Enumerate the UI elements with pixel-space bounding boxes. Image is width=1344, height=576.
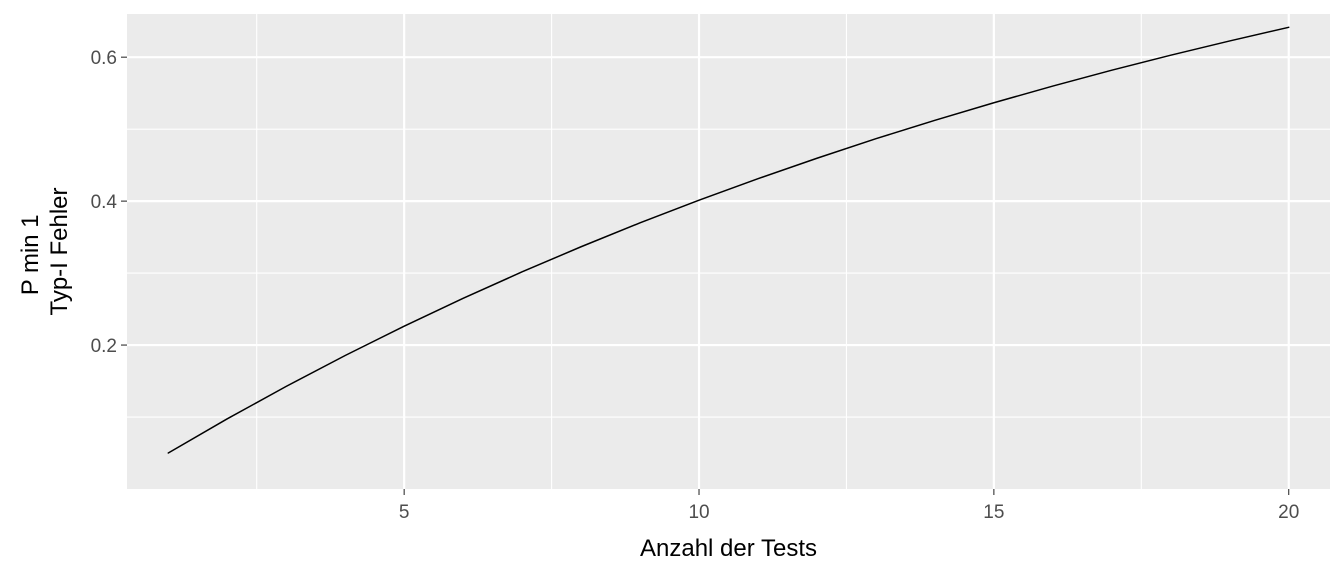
x-axis-title: Anzahl der Tests <box>640 535 817 562</box>
x-tick-label: 20 <box>1278 502 1299 523</box>
y-axis-title-line-1: P min 1 <box>17 214 44 295</box>
series-line <box>167 26 1290 454</box>
x-axis-ticks: 5 10 15 20 <box>399 489 1299 523</box>
y-tick-label: 0.4 <box>91 192 118 213</box>
y-axis-ticks: 0.2 0.4 0.6 <box>91 48 127 357</box>
y-axis-title-line-2: Typ-I Fehler <box>46 187 73 315</box>
y-axis-title: P min 1 Typ-I Fehler <box>17 187 73 315</box>
panel-background <box>127 14 1330 489</box>
y-tick-label: 0.6 <box>91 48 117 69</box>
y-tick-label: 0.2 <box>91 336 117 357</box>
x-tick-label: 5 <box>399 502 410 523</box>
grid-major <box>127 14 1330 489</box>
x-tick-label: 10 <box>688 502 709 523</box>
series-layer <box>167 26 1290 454</box>
grid-minor <box>127 14 1330 489</box>
x-tick-label: 15 <box>983 502 1004 523</box>
